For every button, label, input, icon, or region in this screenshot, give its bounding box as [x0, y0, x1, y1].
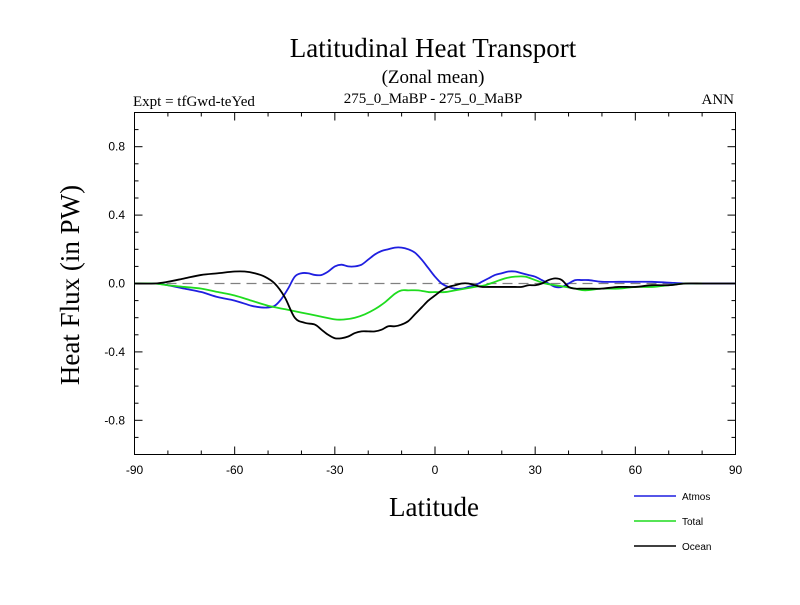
legend-label-total: Total	[682, 517, 703, 528]
plot-frame	[134, 112, 736, 455]
x-tick-label: 90	[729, 463, 743, 477]
legend-label-atmos: Atmos	[682, 492, 710, 503]
y-tick-label: 0.4	[108, 208, 125, 222]
x-axis-label: Latitude	[389, 492, 479, 522]
series-lines	[134, 246, 736, 340]
x-tick-label: 30	[528, 463, 542, 477]
x-tick-label: -30	[326, 463, 344, 477]
series-line-total	[134, 275, 703, 321]
x-tick-label: -90	[126, 463, 144, 477]
axis-ticks	[134, 112, 736, 455]
y-tick-label: 0.8	[108, 140, 125, 154]
tick-labels: -90 -60 -30 0 30 60 90 -0.8 -0.4 0.0 0.4 0.8	[104, 140, 742, 477]
legend-label-ocean: Ocean	[682, 542, 711, 553]
legend: Atmos Total Ocean	[634, 492, 711, 553]
x-tick-label: 60	[629, 463, 643, 477]
series-line-atmos	[134, 246, 736, 309]
y-axis-label: Heat Flux (in PW)	[55, 185, 85, 385]
chart-subtitle: (Zonal mean)	[382, 67, 485, 88]
y-tick-label: 0.0	[108, 277, 125, 291]
series-line-ocean	[134, 270, 736, 340]
comparison-label: 275_0_MaBP - 275_0_MaBP	[344, 91, 523, 107]
y-tick-label: -0.8	[104, 413, 125, 427]
experiment-label: Expt = tfGwd-teYed	[133, 94, 255, 110]
y-tick-label: -0.4	[104, 345, 125, 359]
chart-title: Latitudinal Heat Transport	[290, 33, 577, 63]
season-label: ANN	[702, 92, 735, 108]
x-tick-label: -60	[226, 463, 244, 477]
x-tick-label: 0	[432, 463, 439, 477]
